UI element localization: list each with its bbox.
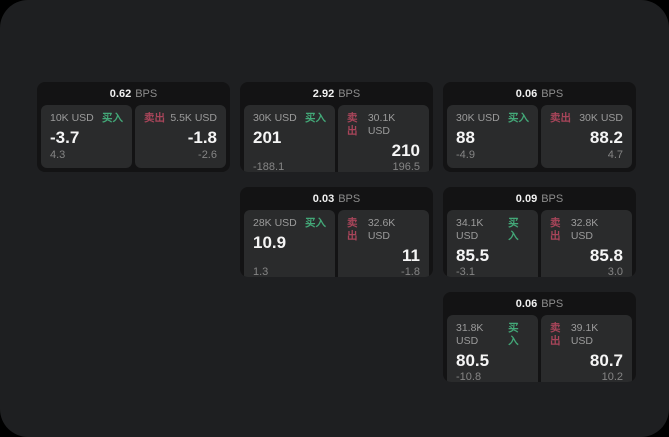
quote-card-body: 30K USD 买入 201 -188.1 卖出 30.1K USD 210 1… bbox=[240, 105, 433, 172]
sell-amount: 39.1K USD bbox=[570, 322, 599, 347]
bps-header: 0.09 BPS bbox=[443, 187, 636, 210]
buy-label: 买入 bbox=[508, 217, 519, 242]
buy-amount: 30K USD bbox=[253, 112, 297, 124]
sell-delta: 10.2 bbox=[601, 371, 623, 382]
sell-amount: 30.1K USD bbox=[367, 112, 396, 137]
bps-unit: BPS bbox=[541, 297, 564, 310]
bps-value: 2.92 bbox=[312, 87, 335, 100]
sell-price: 80.7 bbox=[589, 351, 623, 370]
bps-unit: BPS bbox=[541, 87, 564, 100]
quote-card[interactable]: 0.06 BPS 30K USD 买入 88 -4.9 卖出 30K USD bbox=[443, 82, 636, 172]
buy-panel[interactable]: 34.1K USD 买入 85.5 -3.1 bbox=[447, 210, 538, 277]
sell-amount: 32.8K USD bbox=[570, 217, 599, 242]
sell-panel[interactable]: 卖出 5.5K USD -1.8 -2.6 bbox=[135, 105, 226, 168]
sell-delta: -2.6 bbox=[198, 149, 217, 161]
sell-delta: 3.0 bbox=[607, 266, 623, 277]
sell-delta: 196.5 bbox=[392, 161, 420, 172]
quote-card[interactable]: 0.62 BPS 10K USD 买入 -3.7 4.3 卖出 5.5K USD bbox=[37, 82, 230, 172]
sell-panel[interactable]: 卖出 30K USD 88.2 4.7 bbox=[541, 105, 632, 168]
buy-panel[interactable]: 28K USD 买入 10.9 1.3 bbox=[244, 210, 335, 277]
buy-delta: 1.3 bbox=[253, 266, 269, 277]
quote-card-body: 10K USD 买入 -3.7 4.3 卖出 5.5K USD -1.8 -2.… bbox=[37, 105, 230, 172]
buy-delta: -188.1 bbox=[253, 161, 285, 172]
bps-unit: BPS bbox=[135, 87, 158, 100]
quote-card[interactable]: 0.06 BPS 31.8K USD 买入 80.5 -10.8 卖出 39.1… bbox=[443, 292, 636, 382]
buy-price: 201 bbox=[253, 128, 282, 147]
buy-label: 买入 bbox=[305, 217, 326, 229]
bps-unit: BPS bbox=[541, 192, 564, 205]
sell-price: -1.8 bbox=[187, 128, 217, 147]
sell-delta: 4.7 bbox=[607, 149, 623, 161]
buy-price: 88 bbox=[456, 128, 475, 147]
buy-panel[interactable]: 31.8K USD 买入 80.5 -10.8 bbox=[447, 315, 538, 382]
sell-label: 卖出 bbox=[347, 112, 358, 137]
sell-price: 210 bbox=[391, 141, 420, 160]
buy-delta: -3.1 bbox=[456, 266, 475, 277]
bps-value: 0.62 bbox=[109, 87, 132, 100]
bps-value: 0.03 bbox=[312, 192, 335, 205]
sell-label: 卖出 bbox=[550, 112, 571, 124]
sell-price: 85.8 bbox=[589, 246, 623, 265]
bps-header: 0.62 BPS bbox=[37, 82, 230, 105]
buy-amount: 31.8K USD bbox=[456, 322, 484, 347]
bps-unit: BPS bbox=[338, 192, 361, 205]
buy-delta: -4.9 bbox=[456, 149, 475, 161]
bps-header: 2.92 BPS bbox=[240, 82, 433, 105]
buy-amount: 30K USD bbox=[456, 112, 500, 124]
sell-price: 88.2 bbox=[589, 128, 623, 147]
quote-card[interactable]: 0.03 BPS 28K USD 买入 10.9 1.3 卖出 32.6K US… bbox=[240, 187, 433, 277]
buy-delta: -10.8 bbox=[456, 371, 482, 382]
buy-amount: 34.1K USD bbox=[456, 217, 484, 242]
sell-panel[interactable]: 卖出 32.6K USD 11 -1.8 bbox=[338, 210, 429, 277]
sell-label: 卖出 bbox=[550, 217, 561, 242]
sell-label: 卖出 bbox=[347, 217, 358, 242]
sell-delta: -1.8 bbox=[401, 266, 420, 277]
buy-panel[interactable]: 30K USD 买入 201 -188.1 bbox=[244, 105, 335, 172]
bps-header: 0.06 BPS bbox=[443, 292, 636, 315]
buy-price: -3.7 bbox=[50, 128, 80, 147]
buy-price: 85.5 bbox=[456, 246, 490, 265]
sell-label: 卖出 bbox=[550, 322, 561, 347]
sell-panel[interactable]: 卖出 39.1K USD 80.7 10.2 bbox=[541, 315, 632, 382]
buy-panel[interactable]: 30K USD 买入 88 -4.9 bbox=[447, 105, 538, 168]
sell-panel[interactable]: 卖出 30.1K USD 210 196.5 bbox=[338, 105, 429, 172]
sell-amount: 30K USD bbox=[579, 112, 623, 124]
buy-price: 80.5 bbox=[456, 351, 490, 370]
buy-amount: 10K USD bbox=[50, 112, 94, 124]
buy-label: 买入 bbox=[508, 322, 519, 347]
quote-card-grid: 0.62 BPS 10K USD 买入 -3.7 4.3 卖出 5.5K USD bbox=[37, 82, 636, 382]
buy-panel[interactable]: 10K USD 买入 -3.7 4.3 bbox=[41, 105, 132, 168]
buy-label: 买入 bbox=[102, 112, 123, 124]
bps-value: 0.06 bbox=[515, 87, 538, 100]
quote-card[interactable]: 2.92 BPS 30K USD 买入 201 -188.1 卖出 30.1K … bbox=[240, 82, 433, 172]
buy-label: 买入 bbox=[305, 112, 326, 124]
buy-label: 买入 bbox=[508, 112, 529, 124]
quote-card-body: 28K USD 买入 10.9 1.3 卖出 32.6K USD 11 -1.8 bbox=[240, 210, 433, 277]
bps-unit: BPS bbox=[338, 87, 361, 100]
sell-amount: 5.5K USD bbox=[170, 112, 217, 124]
bps-header: 0.06 BPS bbox=[443, 82, 636, 105]
quote-card-body: 30K USD 买入 88 -4.9 卖出 30K USD 88.2 4.7 bbox=[443, 105, 636, 172]
bps-value: 0.09 bbox=[515, 192, 538, 205]
buy-delta: 4.3 bbox=[50, 149, 66, 161]
quote-card[interactable]: 0.09 BPS 34.1K USD 买入 85.5 -3.1 卖出 32.8K… bbox=[443, 187, 636, 277]
sell-panel[interactable]: 卖出 32.8K USD 85.8 3.0 bbox=[541, 210, 632, 277]
quote-card-body: 34.1K USD 买入 85.5 -3.1 卖出 32.8K USD 85.8… bbox=[443, 210, 636, 277]
sell-label: 卖出 bbox=[144, 112, 165, 124]
quote-card-body: 31.8K USD 买入 80.5 -10.8 卖出 39.1K USD 80.… bbox=[443, 315, 636, 382]
buy-amount: 28K USD bbox=[253, 217, 297, 229]
buy-price: 10.9 bbox=[253, 233, 287, 252]
sell-amount: 32.6K USD bbox=[367, 217, 396, 242]
sell-price: 11 bbox=[402, 246, 420, 265]
bps-value: 0.06 bbox=[515, 297, 538, 310]
bps-header: 0.03 BPS bbox=[240, 187, 433, 210]
